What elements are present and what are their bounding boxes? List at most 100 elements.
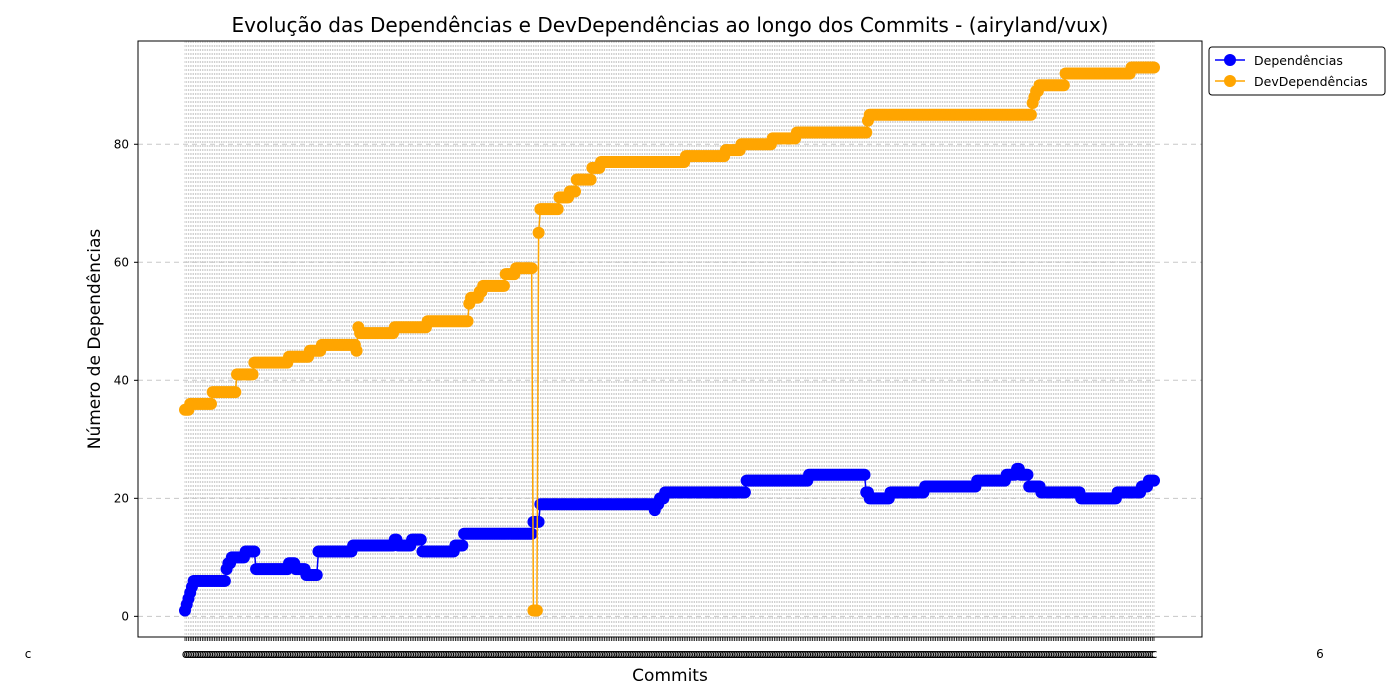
x-tick-label: c [650, 647, 657, 661]
x-tick-label: c [450, 647, 457, 661]
x-tick-label: c [293, 647, 300, 661]
x-tick-label: c [527, 647, 534, 661]
x-tick-label: c [190, 647, 197, 661]
x-tick-label: c [755, 647, 762, 661]
x-tick-label: c [346, 647, 353, 661]
x-tick-label: c [776, 647, 783, 661]
x-tick-label: c [858, 647, 865, 661]
x-tick-label: c [939, 647, 946, 661]
x-tick-label: c [424, 647, 431, 661]
x-tick-label: c [320, 647, 327, 661]
x-tick-label: c [338, 647, 345, 661]
x-tick-label: c [842, 647, 849, 661]
x-tick-label: c [414, 647, 421, 661]
x-tick-label: c [896, 647, 903, 661]
x-tick-label: c [274, 647, 281, 661]
x-tick-label: c [743, 647, 750, 661]
x-tick-label: c [911, 647, 918, 661]
x-tick-label: c [1005, 647, 1012, 661]
x-tick-label: c [232, 647, 239, 661]
x-tick-label: c [1031, 647, 1038, 661]
x-tick-label: c [341, 647, 348, 661]
x-tick-label: c [806, 647, 813, 661]
x-tick-label: c [437, 647, 444, 661]
data-point [456, 539, 469, 552]
x-tick-label: c [908, 647, 915, 661]
data-point [525, 527, 538, 540]
x-tick-label: c [1139, 647, 1146, 661]
data-point [205, 397, 217, 410]
x-tick-label: c [690, 647, 697, 661]
x-tick-label: c [851, 647, 858, 661]
x-tick-label: c [747, 647, 754, 661]
x-tick-label: c [953, 647, 960, 661]
x-tick-label: c [762, 647, 769, 661]
x-tick-label: c [707, 647, 714, 661]
x-tick-label: c [639, 647, 646, 661]
x-tick-label: c [390, 647, 397, 661]
x-tick-label: c [215, 647, 222, 661]
x-tick-label: c [950, 647, 957, 661]
x-tick-label: c [742, 647, 749, 661]
x-tick-label: c [1038, 647, 1045, 661]
x-tick-label: c [868, 647, 875, 661]
x-tick-label: c [1111, 647, 1118, 661]
x-tick-label: c [989, 647, 996, 661]
x-tick-label: c [946, 647, 953, 661]
x-tick-label: c [1062, 647, 1069, 661]
x-tick-label: c [951, 647, 958, 661]
x-tick-label: c [253, 647, 260, 661]
x-tick-label: c [298, 647, 305, 661]
x-tick-label: c [249, 647, 256, 661]
x-tick-label: c [723, 647, 730, 661]
x-tick-label: c [840, 647, 847, 661]
x-tick-label: c [227, 647, 234, 661]
x-tick-label: c [934, 647, 941, 661]
x-tick-label: c [327, 647, 334, 661]
x-tick-label: c [795, 647, 802, 661]
x-tick-label: c [632, 647, 639, 661]
x-tick-label: c [697, 647, 704, 661]
x-tick-label: c [1009, 647, 1016, 661]
x-tick-label: c [449, 647, 456, 661]
x-axis-ticks: cccccccccccccccccccccccccccccccccccccccc… [182, 637, 1157, 661]
x-tick-label: c [809, 647, 816, 661]
x-tick-label: c [705, 647, 712, 661]
data-point [525, 262, 538, 275]
x-tick-label: c [778, 647, 785, 661]
x-tick-label: c [780, 647, 787, 661]
x-tick-label: c [698, 647, 705, 661]
x-tick-label: c [199, 647, 206, 661]
x-tick-label: c [620, 647, 627, 661]
x-tick-label: c [397, 647, 404, 661]
x-tick-label: c [589, 647, 596, 661]
x-tick-label: c [599, 647, 606, 661]
x-tick-label: c [294, 647, 301, 661]
plot-area-frame [137, 40, 1203, 638]
x-tick-label: c [582, 647, 589, 661]
x-tick-label: c [1028, 647, 1035, 661]
x-tick-label: c [1088, 647, 1095, 661]
x-tick-label: c [837, 647, 844, 661]
x-tick-label: c [478, 647, 485, 661]
x-tick-label: c [251, 647, 258, 661]
x-tick-label: c [357, 647, 364, 661]
x-tick-label: c [584, 647, 591, 661]
x-tick-label: c [889, 647, 896, 661]
series-devdependencias [179, 61, 1160, 617]
x-tick-label: c [752, 647, 759, 661]
x-tick-label: c [887, 647, 894, 661]
x-tick-label: c [638, 647, 645, 661]
x-tick-label: c [284, 647, 291, 661]
x-tick-label: c [560, 647, 567, 661]
x-tick-label: c [480, 647, 487, 661]
x-tick-label: c [932, 647, 939, 661]
x-tick-label: c [863, 647, 870, 661]
x-tick-label: c [504, 647, 511, 661]
x-tick-label: c [1033, 647, 1040, 661]
x-tick-label: c [234, 647, 241, 661]
x-tick-label: c [275, 647, 282, 661]
x-tick-label: c [664, 647, 671, 661]
x-tick-label: c [686, 647, 693, 661]
x-tick-label: c [430, 647, 437, 661]
